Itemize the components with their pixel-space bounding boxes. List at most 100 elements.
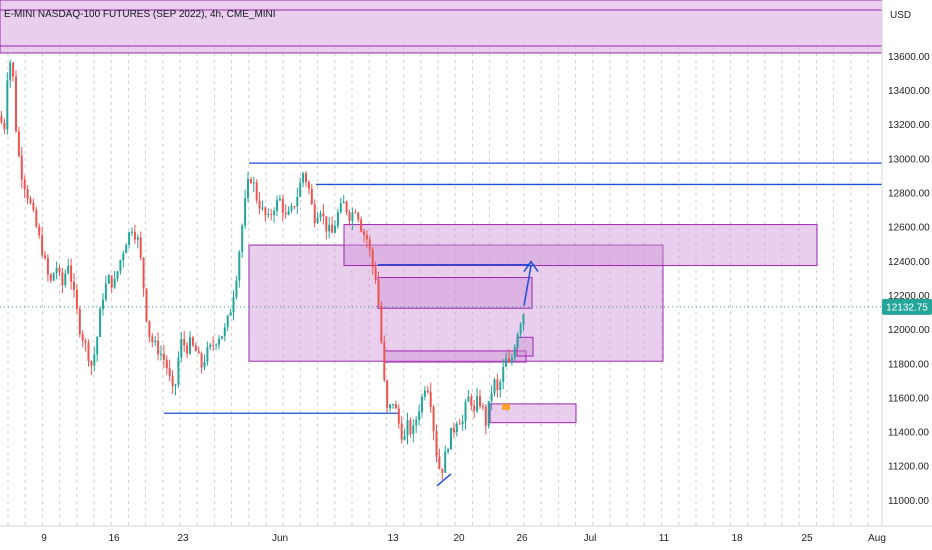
candle-body xyxy=(12,62,15,77)
time-tick-label: 26 xyxy=(516,533,528,544)
candle-body xyxy=(99,309,102,337)
last-price-value: 12132.75 xyxy=(886,302,928,313)
candle-body xyxy=(325,216,328,232)
candle-body xyxy=(313,204,316,224)
candle-body xyxy=(481,406,484,408)
candle-body xyxy=(81,334,84,341)
marker-box xyxy=(502,403,510,410)
candle-body xyxy=(438,456,441,469)
candle-body xyxy=(168,368,171,377)
trend-line[interactable] xyxy=(523,265,532,306)
candle-body xyxy=(316,217,319,224)
candle-body xyxy=(461,421,464,425)
candle-body xyxy=(455,423,458,433)
candle-body xyxy=(20,155,23,180)
candle-body xyxy=(0,116,3,123)
candle-body xyxy=(406,420,409,436)
candle-body xyxy=(38,226,41,236)
candle-body xyxy=(368,239,371,250)
candle-body xyxy=(510,357,513,363)
candle-body xyxy=(400,423,403,440)
candle-body xyxy=(467,396,470,402)
candle-body xyxy=(415,419,418,426)
candle-body xyxy=(470,396,473,406)
candle-body xyxy=(357,212,360,220)
candle-body xyxy=(180,339,183,358)
price-tick-label: 13000.00 xyxy=(888,154,930,165)
candle-body xyxy=(171,376,174,387)
candle-body xyxy=(151,336,154,343)
candle-body xyxy=(64,273,67,286)
candle-body xyxy=(464,401,467,422)
candle-body xyxy=(264,207,267,215)
trend-line[interactable] xyxy=(436,473,452,487)
time-tick-label: Jul xyxy=(584,533,597,544)
candle-body xyxy=(145,288,148,321)
candle-body xyxy=(270,214,273,216)
candle-body xyxy=(17,131,20,156)
candle-body xyxy=(102,299,104,310)
candle-body xyxy=(435,431,438,457)
candle-body xyxy=(258,200,261,209)
last-price-badge: 12132.75 xyxy=(882,298,932,315)
zone-box[interactable] xyxy=(377,277,533,309)
candle-body xyxy=(35,209,38,227)
candle-body xyxy=(299,182,302,197)
candle-body xyxy=(499,381,502,391)
candle-body xyxy=(226,315,229,328)
time-tick-label: 20 xyxy=(453,533,465,544)
time-axis[interactable] xyxy=(0,526,932,550)
candle-body xyxy=(421,396,423,412)
candle-body xyxy=(484,406,487,426)
candle-body xyxy=(432,407,435,432)
candle-body xyxy=(78,308,81,335)
candlesticks xyxy=(0,59,525,480)
candle-body xyxy=(305,173,307,182)
candle-body xyxy=(148,320,151,337)
time-tick-label: 13 xyxy=(387,533,399,544)
price-tick-label: 11800.00 xyxy=(888,359,929,370)
candle-body xyxy=(365,235,368,240)
candle-body xyxy=(447,449,450,452)
candle-body xyxy=(73,281,75,290)
candle-body xyxy=(142,257,145,289)
candle-body xyxy=(93,354,96,366)
zone-box[interactable] xyxy=(489,403,577,424)
candle-body xyxy=(235,280,238,298)
candle-body xyxy=(41,235,44,256)
candle-body xyxy=(284,212,287,215)
candle-body xyxy=(203,361,206,368)
candle-body xyxy=(281,198,284,213)
grid xyxy=(7,46,869,526)
candle-body xyxy=(394,403,397,409)
price-tick-labels: 11000.00 11200.00 11400.00 11600.00 11800.00… xyxy=(888,52,930,507)
zone-box[interactable] xyxy=(0,0,883,54)
candle-body xyxy=(209,344,212,348)
candle-body xyxy=(197,351,200,354)
candle-body xyxy=(342,201,345,204)
price-tick-label: 11400.00 xyxy=(888,428,929,439)
candle-body xyxy=(412,425,415,434)
candle-body xyxy=(174,384,177,387)
candle-body xyxy=(452,427,455,433)
candle-body xyxy=(409,420,412,434)
candle-body xyxy=(450,427,452,450)
candle-body xyxy=(6,80,9,130)
candle-body xyxy=(26,189,29,199)
candle-body xyxy=(348,212,351,222)
candle-body xyxy=(383,342,386,381)
zone-box[interactable] xyxy=(343,224,818,267)
candle-body xyxy=(90,361,93,366)
zone-box[interactable] xyxy=(516,336,534,357)
candle-body xyxy=(403,435,406,440)
zone-box[interactable] xyxy=(383,350,527,363)
candle-body xyxy=(389,404,392,409)
candle-body xyxy=(241,225,244,253)
candle-body xyxy=(215,344,218,346)
candle-body xyxy=(479,396,481,407)
candle-body xyxy=(116,271,119,279)
price-axis[interactable] xyxy=(882,0,932,550)
candle-body xyxy=(516,333,519,348)
candle-body xyxy=(131,231,133,233)
